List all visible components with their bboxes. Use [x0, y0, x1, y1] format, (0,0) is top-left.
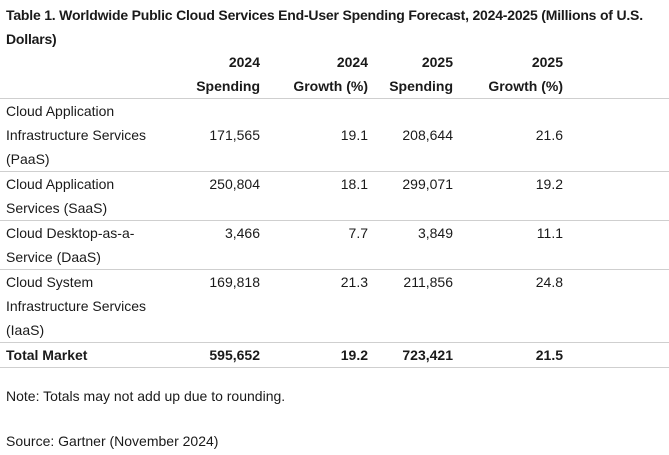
spending-2025-cell: 3,849	[368, 220, 453, 270]
header-metric: Growth (%)	[488, 78, 563, 94]
growth-2025-cell: 19.2	[453, 171, 563, 221]
header-year: 2025	[531, 54, 563, 70]
growth-2024-cell: 18.1	[260, 171, 368, 221]
spacer-cell	[563, 342, 669, 368]
spending-2025-cell: 299,071	[368, 171, 453, 221]
column-header-2024-growth: 2024 Growth (%)	[260, 50, 368, 99]
column-header-2025-growth: 2025 Growth (%)	[453, 50, 563, 99]
segment-label: Cloud System Infrastructure Services (Ia…	[0, 269, 166, 343]
spending-2024-cell: 171,565	[166, 98, 260, 172]
spacer-cell	[563, 98, 669, 172]
table-row: Cloud Application Services (SaaS) 250,80…	[0, 171, 669, 221]
source-citation: Source: Gartner (November 2024)	[6, 433, 219, 449]
column-header-2025-spending: 2025 Spending	[368, 50, 453, 99]
total-spending-2024-cell: 595,652	[166, 342, 260, 368]
spacer-cell	[563, 269, 669, 343]
growth-2024-cell: 7.7	[260, 220, 368, 270]
spacer-cell	[563, 171, 669, 221]
total-growth-2024-cell: 19.2	[260, 342, 368, 368]
spending-2024-cell: 250,804	[166, 171, 260, 221]
segment-label: Cloud Desktop-as-a-Service (DaaS)	[0, 220, 166, 270]
column-header-spacer	[563, 50, 669, 99]
table-header-row: 2024 Spending 2024 Growth (%) 2025 Spend…	[0, 50, 669, 99]
spacer-cell	[563, 220, 669, 270]
header-year: 2024	[336, 54, 368, 70]
table-note: Note: Totals may not add up due to round…	[6, 388, 286, 404]
table-row: Cloud Application Infrastructure Service…	[0, 98, 669, 172]
spending-2025-cell: 208,644	[368, 98, 453, 172]
total-growth-2025-cell: 21.5	[453, 342, 563, 368]
header-year: 2024	[228, 54, 260, 70]
total-label: Total Market	[0, 342, 166, 368]
growth-2025-cell: 11.1	[453, 220, 563, 270]
segment-label: Cloud Application Infrastructure Service…	[0, 98, 166, 172]
spending-2024-cell: 3,466	[166, 220, 260, 270]
total-spending-2025-cell: 723,421	[368, 342, 453, 368]
growth-2024-cell: 21.3	[260, 269, 368, 343]
header-year: 2025	[421, 54, 453, 70]
column-header-2024-spending: 2024 Spending	[166, 50, 260, 99]
table-row: Cloud System Infrastructure Services (Ia…	[0, 269, 669, 343]
spending-2024-cell: 169,818	[166, 269, 260, 343]
growth-2024-cell: 19.1	[260, 98, 368, 172]
growth-2025-cell: 21.6	[453, 98, 563, 172]
header-metric: Spending	[389, 78, 453, 94]
header-metric: Growth (%)	[293, 78, 368, 94]
table-row: Cloud Desktop-as-a-Service (DaaS) 3,466 …	[0, 220, 669, 270]
spending-forecast-table: 2024 Spending 2024 Growth (%) 2025 Spend…	[0, 50, 669, 368]
segment-label: Cloud Application Services (SaaS)	[0, 171, 166, 221]
column-header-segment	[0, 50, 166, 99]
total-row: Total Market 595,652 19.2 723,421 21.5	[0, 342, 669, 368]
growth-2025-cell: 24.8	[453, 269, 563, 343]
header-metric: Spending	[196, 78, 260, 94]
table-caption: Table 1. Worldwide Public Cloud Services…	[6, 7, 643, 47]
spending-2025-cell: 211,856	[368, 269, 453, 343]
